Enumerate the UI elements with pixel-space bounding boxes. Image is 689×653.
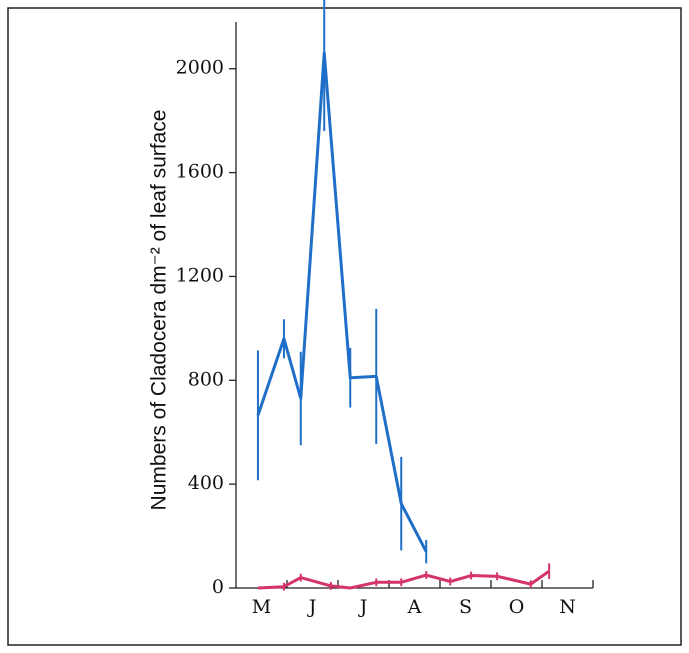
- series-line: [257, 569, 551, 590]
- x-tick-label: J: [358, 596, 368, 618]
- y-axis-label: Numbers of Cladocera dm⁻² of leaf surfac…: [148, 110, 171, 511]
- x-tick-label: A: [407, 596, 422, 618]
- frame: [7, 7, 682, 646]
- x-tick-label: O: [509, 596, 525, 618]
- x-tick-label: N: [559, 596, 576, 618]
- y-tick-label: 1200: [176, 264, 224, 286]
- x-tick-label: S: [459, 596, 472, 618]
- x-tick-label: M: [252, 596, 271, 618]
- series-line: [256, 51, 428, 553]
- y-tick-label: 1600: [176, 161, 224, 183]
- y-tick-label: 2000: [176, 57, 224, 79]
- y-tick-label: 400: [188, 472, 224, 494]
- y-tick-label: 0: [212, 576, 224, 598]
- y-tick-label: 800: [188, 368, 224, 390]
- x-tick-label: J: [307, 596, 317, 618]
